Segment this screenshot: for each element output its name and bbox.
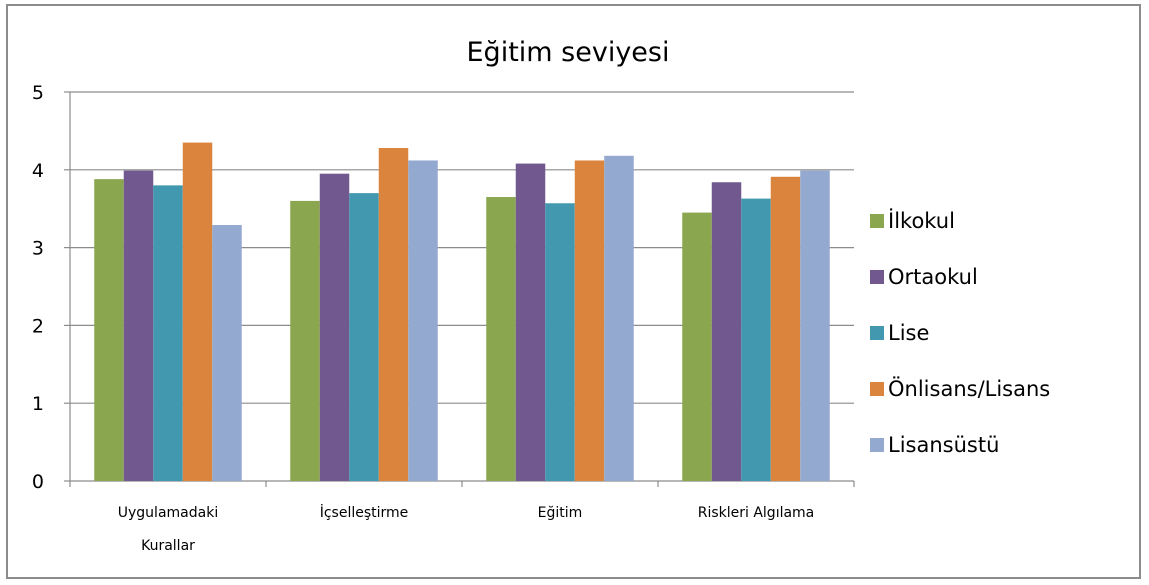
bar [545, 203, 575, 481]
legend-label: Lisansüstü [888, 433, 999, 457]
bar [800, 170, 830, 481]
bar [408, 160, 438, 482]
legend-swatch [870, 326, 884, 340]
bar [486, 197, 516, 481]
axis-labels: 0 1 2 3 4 5 Uygulamadaki Kurallar İçselleştirme E… [32, 82, 814, 554]
y-tick-label: 2 [32, 315, 44, 337]
y-tick-label: 0 [32, 471, 44, 493]
bar [741, 198, 771, 481]
bar [682, 212, 712, 481]
y-tick-label: 5 [32, 82, 44, 104]
bar [212, 225, 242, 481]
bar [515, 163, 546, 482]
legend-label: İlkokul [888, 208, 955, 233]
bar-chart: Eğitim seviyesi 0 1 2 3 4 5 Uygulamadaki Kurall… [32, 37, 1050, 554]
legend-swatch [870, 382, 884, 396]
chart-frame: Eğitim seviyesi 0 1 2 3 4 5 Uygulamadaki Kurall… [6, 4, 1141, 579]
legend-label: Önlisans/Lisans [888, 376, 1050, 401]
legend-swatch [870, 270, 884, 284]
bar [94, 179, 124, 482]
bars [94, 142, 830, 482]
y-tick-label: 1 [32, 393, 44, 415]
chart-title: Eğitim seviyesi [467, 37, 670, 68]
y-tick-label: 3 [32, 238, 44, 260]
category-label: İçselleştirme [320, 503, 409, 521]
y-tick-label: 4 [32, 160, 44, 182]
bar [153, 185, 183, 482]
legend: İlkokul Ortaokul Lise Önlisans/Lisans Lisans… [870, 208, 1050, 457]
category-label: Uygulamadaki [118, 505, 218, 521]
legend-label: Ortaokul [888, 265, 978, 289]
category-label: Kurallar [141, 538, 195, 554]
legend-swatch [870, 214, 884, 228]
bar [319, 173, 350, 481]
category-label: Eğitim [538, 505, 583, 521]
legend-label: Lise [888, 321, 929, 345]
bar [290, 200, 320, 482]
category-label: Riskleri Algılama [698, 505, 815, 521]
bar [574, 160, 605, 482]
bar [378, 148, 409, 482]
bar [711, 182, 742, 482]
bar [123, 170, 154, 481]
legend-swatch [870, 438, 884, 452]
bar [182, 142, 213, 481]
bar [349, 193, 379, 481]
bar [770, 176, 801, 481]
bar [604, 155, 634, 481]
